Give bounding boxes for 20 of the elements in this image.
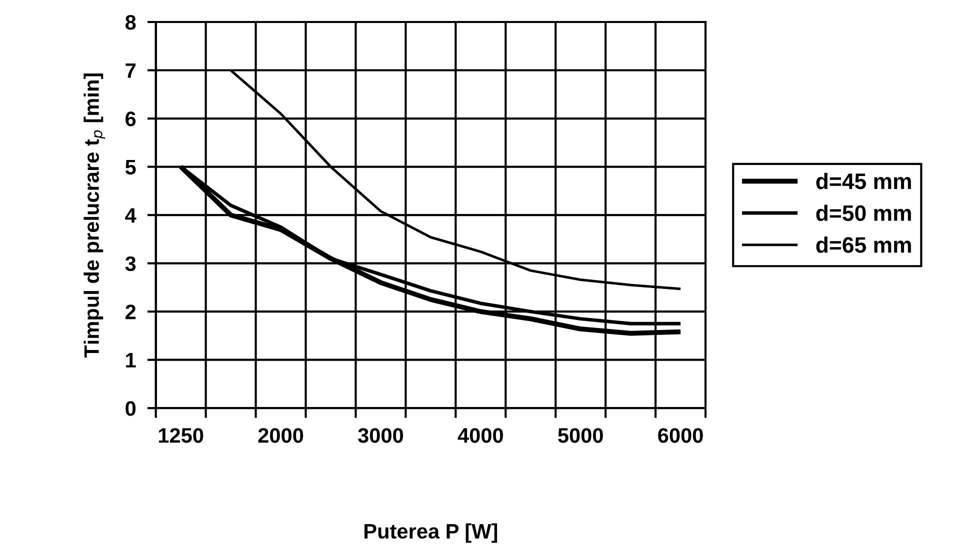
legend-label: d=45 mm <box>816 172 911 190</box>
y-tick-label: 8 <box>125 15 136 30</box>
x-tick-label: 3000 <box>358 428 404 443</box>
y-tick-label: 4 <box>125 208 136 223</box>
y-tick-label: 6 <box>126 112 136 126</box>
y-tick-label: 7 <box>126 63 136 78</box>
x-tick-label: 1250 <box>158 428 204 443</box>
y-tick-label: 3 <box>125 256 136 272</box>
legend-label: d=65 mm <box>816 236 911 253</box>
y-tick-label: 0 <box>126 401 136 416</box>
y-tick-label: 5 <box>125 160 136 175</box>
y-tick-label: 2 <box>126 304 136 320</box>
x-tick-label: 5000 <box>558 428 603 443</box>
y-axis-title: Timpul de prelucrare t$_{p}$ [min] <box>84 74 106 358</box>
y-tick-label: 1 <box>126 353 136 368</box>
x-axis-title: Puterea P [W] <box>364 523 498 543</box>
x-tick-label: 2000 <box>258 428 304 443</box>
x-tick-label: 4000 <box>458 428 503 443</box>
legend-label: d=50 mm <box>816 204 911 222</box>
x-tick-label: 6000 <box>658 428 703 443</box>
